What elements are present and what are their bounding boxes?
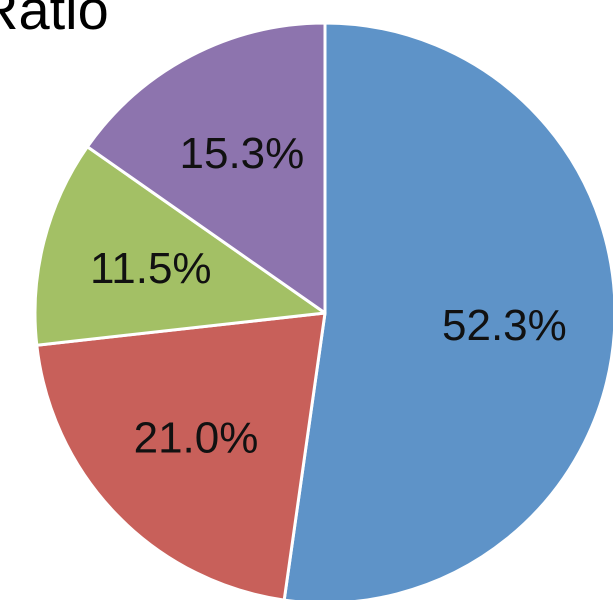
slice-labels: 52.3% 21.0% 11.5% 15.3% (90, 129, 567, 463)
pie-slice (35, 311, 327, 600)
pie-slice (33, 145, 327, 347)
slice-label: 11.5% (90, 244, 212, 293)
slice-label: 52.3% (442, 301, 567, 350)
pie-slice (85, 21, 327, 315)
slice-label: 15.3% (180, 129, 305, 178)
pie-slice (282, 21, 613, 600)
slice-label: 21.0% (134, 414, 259, 463)
chart-title: Ratio (0, 0, 109, 41)
